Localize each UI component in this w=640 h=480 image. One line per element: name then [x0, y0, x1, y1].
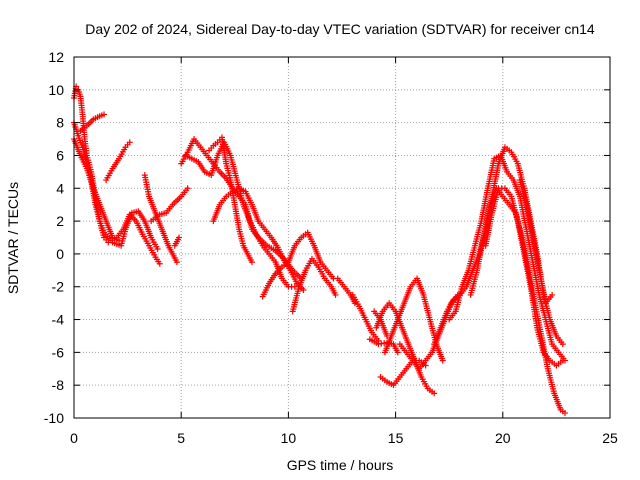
data-point — [126, 139, 133, 146]
series-track-3 — [71, 136, 123, 244]
x-tick-label: 20 — [495, 430, 511, 446]
axis-ticks — [73, 56, 611, 419]
data-point — [559, 341, 566, 348]
data-point — [394, 349, 401, 356]
data-point — [332, 291, 339, 298]
chart-title: Day 202 of 2024, Sidereal Day-to-day VTE… — [85, 21, 595, 37]
series-track-5 — [103, 139, 133, 184]
data-point — [101, 111, 108, 118]
y-tick-label: 6 — [56, 147, 64, 163]
y-tick-label: -2 — [52, 279, 65, 295]
y-tick-label: -8 — [52, 377, 65, 393]
series-track-27 — [482, 185, 566, 369]
data-point — [439, 357, 446, 364]
x-tick-label: 15 — [388, 430, 404, 446]
y-axis-label: SDTVAR / TECUs — [5, 182, 21, 294]
data-point — [173, 259, 180, 266]
series-track-11 — [182, 139, 298, 290]
data-point — [154, 245, 161, 252]
series-track-17 — [349, 291, 382, 344]
y-tick-label: 2 — [56, 213, 64, 229]
x-tick-label: 10 — [281, 430, 297, 446]
plot-frame — [73, 56, 611, 419]
data-point — [561, 410, 568, 417]
series-track-6 — [113, 211, 163, 267]
series-track-14 — [259, 229, 337, 300]
data-points — [71, 83, 568, 417]
y-tick-label: 10 — [48, 82, 64, 98]
y-tick-label: 12 — [48, 49, 64, 65]
x-tick-label: 5 — [177, 430, 185, 446]
y-tick-label: -10 — [44, 410, 64, 426]
data-point — [184, 185, 191, 192]
x-tick-label: 25 — [602, 430, 618, 446]
y-tick-label: -6 — [52, 344, 65, 360]
data-point — [549, 291, 556, 298]
series-track-7 — [141, 172, 180, 266]
series-track-8 — [148, 185, 191, 225]
series-track-12 — [206, 134, 255, 266]
data-point — [116, 237, 123, 244]
y-tick-labels: -10 -8 -6 -4 -2 0 2 4 6 8 10 12 — [44, 49, 64, 426]
data-point — [431, 390, 438, 397]
data-point — [248, 259, 255, 266]
series-track-28 — [516, 177, 556, 307]
y-tick-label: 4 — [56, 180, 64, 196]
x-axis-label: GPS time / hours — [287, 457, 394, 473]
y-tick-label: 8 — [56, 115, 64, 131]
series-track-9 — [171, 234, 183, 249]
x-tick-labels: 0 5 10 15 20 25 — [70, 430, 618, 446]
series-track-15 — [289, 255, 339, 315]
series-track-4 — [77, 111, 108, 134]
data-point — [176, 234, 183, 241]
data-point — [559, 357, 566, 364]
x-tick-label: 0 — [70, 430, 78, 446]
data-point — [300, 287, 307, 294]
data-point — [156, 260, 163, 267]
y-tick-label: -4 — [52, 312, 65, 328]
y-tick-label: 0 — [56, 246, 64, 262]
